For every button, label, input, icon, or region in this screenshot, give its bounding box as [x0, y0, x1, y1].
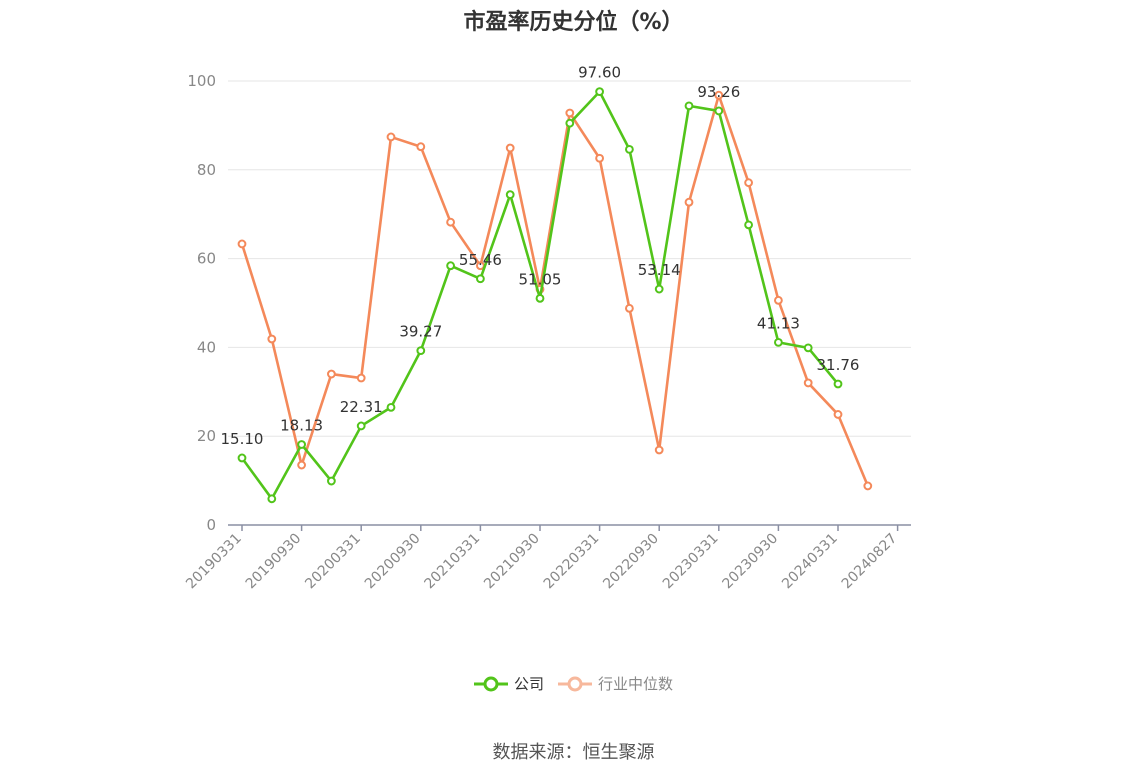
data-point-0 — [744, 220, 753, 230]
x-tick-label: 20200331 — [302, 531, 364, 593]
data-point-0 — [476, 274, 485, 284]
x-tick-label: 20230930 — [720, 531, 782, 593]
data-point-0 — [535, 293, 545, 303]
data-point-1 — [565, 108, 575, 118]
line-chart: 0 20 40 60 80 100 2019033120190930202003312020… — [183, 64, 911, 593]
legend-item-company[interactable]: 公司 — [473, 673, 544, 694]
data-label: 31.76 — [817, 356, 860, 374]
x-tick-label: 20220331 — [541, 531, 603, 593]
x-tick-label: 20230331 — [660, 531, 722, 593]
y-tick-label: 60 — [197, 250, 216, 268]
data-point-0 — [684, 101, 694, 111]
data-label: 55.46 — [459, 251, 502, 269]
data-point-0 — [625, 144, 634, 154]
data-point-1 — [505, 143, 515, 153]
data-point-1 — [803, 378, 813, 388]
data-point-0 — [327, 476, 336, 486]
legend-label-industry-median: 行业中位数 — [598, 675, 674, 693]
data-point-0 — [595, 87, 604, 97]
x-tick-label: 20190331 — [183, 531, 245, 593]
data-point-1 — [654, 445, 664, 455]
data-point-1 — [267, 334, 277, 344]
data-point-1 — [237, 239, 247, 249]
x-tick-label: 20240827 — [839, 531, 901, 593]
data-point-0 — [505, 190, 515, 200]
data-label: 51.05 — [519, 270, 562, 288]
data-point-1 — [714, 90, 724, 100]
x-tick-label: 20200930 — [362, 531, 424, 593]
data-point-1 — [595, 153, 604, 163]
legend-swatch-company — [473, 676, 508, 691]
chart-title: 市盈率历史分位（%） — [463, 10, 684, 35]
data-point-1 — [744, 178, 753, 188]
data-label: 97.60 — [578, 64, 621, 82]
data-label: 41.13 — [757, 314, 800, 332]
data-point-0 — [416, 346, 426, 356]
y-tick-label: 100 — [187, 72, 216, 90]
data-point-0 — [803, 343, 813, 353]
data-label: 53.14 — [638, 261, 681, 279]
y-tick-label: 0 — [206, 516, 216, 534]
data-point-1 — [863, 481, 873, 491]
data-point-0 — [714, 106, 724, 116]
data-point-1 — [416, 142, 426, 152]
x-tick-label: 20210331 — [422, 531, 484, 593]
data-point-1 — [356, 373, 366, 383]
data-point-0 — [774, 337, 783, 347]
data-point-0 — [833, 379, 843, 389]
data-point-0 — [565, 118, 575, 128]
chart-legend: 公司 行业中位数 — [0, 673, 1147, 694]
y-tick-label: 40 — [197, 338, 216, 356]
data-point-0 — [386, 402, 396, 412]
data-point-1 — [625, 303, 634, 313]
y-tick-label: 20 — [197, 427, 216, 445]
data-label: 93.26 — [697, 83, 740, 101]
data-label: 22.31 — [340, 398, 383, 416]
x-tick-label: 20210930 — [481, 531, 543, 593]
legend-label-company: 公司 — [513, 675, 544, 693]
y-tick-label: 80 — [197, 161, 216, 179]
data-label: 39.27 — [399, 323, 442, 341]
data-point-1 — [833, 410, 843, 419]
data-source-text: 数据来源：恒生聚源 — [492, 742, 655, 763]
data-point-1 — [774, 295, 783, 305]
legend-item-industry-median[interactable]: 行业中位数 — [558, 673, 673, 694]
data-point-0 — [237, 453, 247, 463]
data-point-1 — [386, 132, 396, 142]
x-tick-label: 20190930 — [243, 531, 305, 593]
data-point-0 — [654, 284, 664, 294]
data-point-0 — [446, 261, 456, 271]
data-label: 18.13 — [280, 417, 323, 435]
data-point-1 — [684, 197, 694, 207]
data-label: 15.10 — [221, 430, 264, 448]
x-tick-label: 20240331 — [779, 531, 841, 593]
series-line-1 — [240, 93, 869, 487]
legend-swatch-industry-median — [558, 676, 592, 691]
x-tick-label: 20220930 — [600, 531, 662, 593]
data-point-1 — [297, 460, 307, 470]
data-point-0 — [267, 494, 277, 504]
data-point-1 — [327, 369, 336, 379]
data-point-0 — [297, 440, 307, 449]
data-point-1 — [446, 217, 456, 227]
data-point-0 — [356, 421, 366, 431]
